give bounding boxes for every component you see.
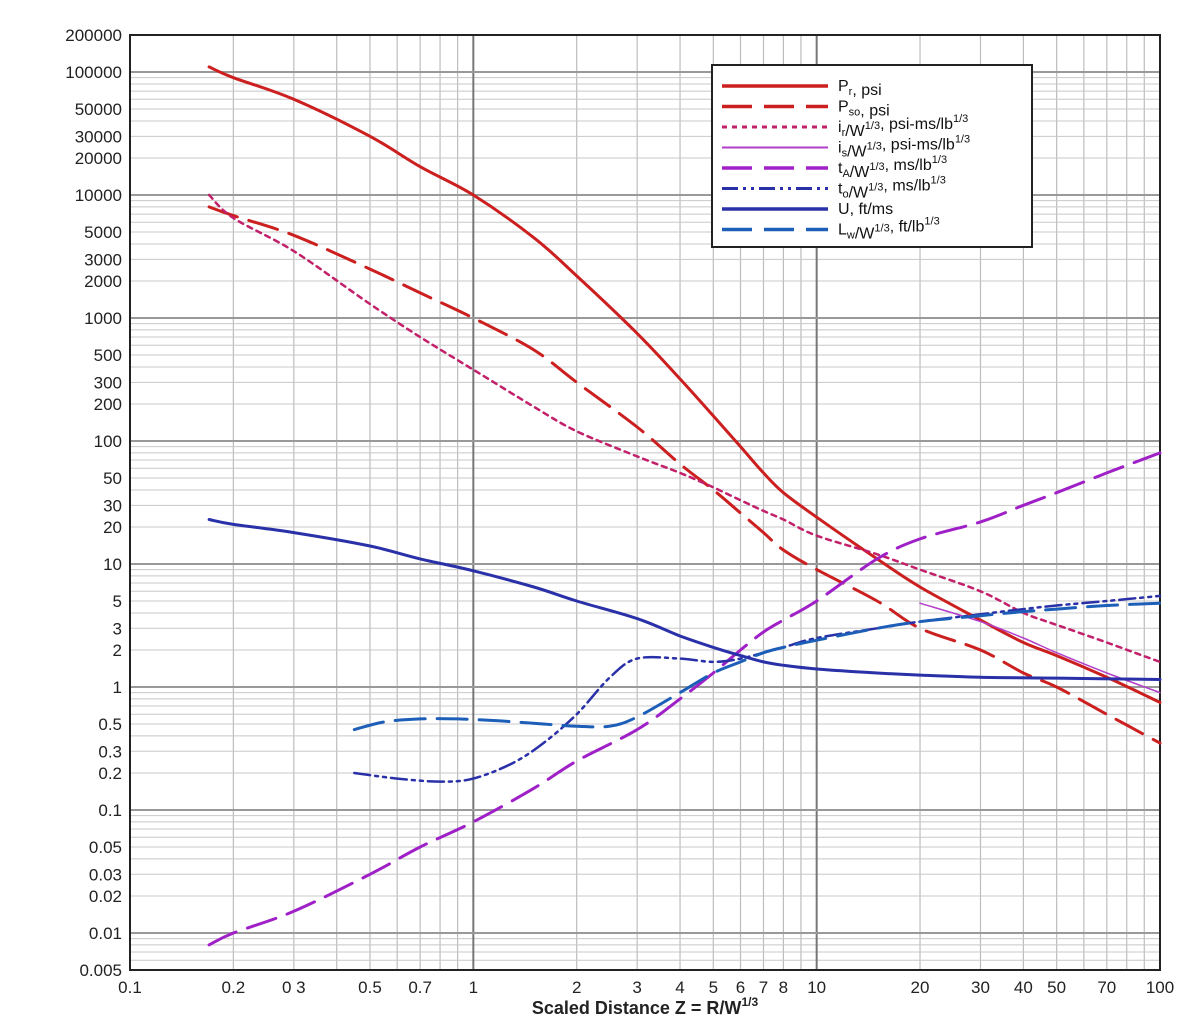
legend-label-to: to/W1/3, ms/lb1/3 xyxy=(838,175,946,202)
plot-frame xyxy=(129,34,1161,971)
legend-label-pr: Pr, psi xyxy=(838,78,882,99)
y-tick-label: 30 xyxy=(103,496,122,515)
x-tick-label: 0 3 xyxy=(282,978,306,997)
legend-label-is: is/W1/3, psi-ms/lb1/3 xyxy=(838,134,970,161)
x-tick-label: 10 xyxy=(807,978,826,997)
series-line-is xyxy=(919,602,1161,694)
x-tick-label: 0.5 xyxy=(358,978,382,997)
x-tick-label: 30 xyxy=(971,978,990,997)
x-tick-label: 5 xyxy=(709,978,718,997)
x-axis-label: Scaled Distance Z = R/W1/3 xyxy=(532,995,759,1018)
legend-label-ir: ir/W1/3, psi-ms/lb1/3 xyxy=(838,113,968,140)
y-tick-label: 1 xyxy=(113,678,122,697)
y-tick-label: 0.3 xyxy=(98,742,122,761)
x-tick-label: 1 xyxy=(469,978,478,997)
y-tick-label: 0.05 xyxy=(89,838,122,857)
x-tick-label: 7 xyxy=(759,978,768,997)
y-tick-label: 20000 xyxy=(75,149,122,168)
series-line-ir xyxy=(207,193,1162,664)
y-tick-label: 20 xyxy=(103,518,122,537)
y-tick-label: 2000 xyxy=(84,272,122,291)
x-axis-ticks: 0.1 0.2 0 3 0.5 0.7 1 2 3 4 5 6 7 8 10 20 30 40 50 70 100 xyxy=(118,978,1174,997)
series-line-pr xyxy=(207,65,1162,704)
y-tick-label: 50000 xyxy=(75,100,122,119)
y-tick-label: 200000 xyxy=(65,26,122,45)
series-line-lw xyxy=(352,601,1162,732)
y-tick-label: 0.005 xyxy=(79,961,122,980)
x-tick-label: 0.7 xyxy=(408,978,432,997)
y-tick-label: 0.03 xyxy=(89,865,122,884)
x-tick-label: 40 xyxy=(1014,978,1033,997)
y-tick-label: 0.1 xyxy=(98,801,122,820)
legend-label-u: U, ft/ms xyxy=(838,201,893,218)
x-tick-label: 3 xyxy=(632,978,641,997)
y-tick-label: 0.01 xyxy=(89,924,122,943)
y-tick-label: 200 xyxy=(94,395,122,414)
y-tick-label: 10000 xyxy=(75,186,122,205)
series-line-ta xyxy=(207,451,1162,947)
x-tick-label: 6 xyxy=(736,978,745,997)
x-tick-label: 2 xyxy=(572,978,581,997)
y-tick-label: 100000 xyxy=(65,63,122,82)
y-tick-label: 10 xyxy=(103,555,122,574)
y-tick-label: 0.5 xyxy=(98,715,122,734)
y-tick-label: 2 xyxy=(113,641,122,660)
y-tick-label: 30000 xyxy=(75,127,122,146)
y-tick-label: 100 xyxy=(94,432,122,451)
y-tick-label: 1000 xyxy=(84,309,122,328)
y-tick-label: 300 xyxy=(94,373,122,392)
y-tick-label: 50 xyxy=(103,469,122,488)
y-tick-label: 0.2 xyxy=(98,764,122,783)
x-axis-label-sup: 1/3 xyxy=(741,995,758,1009)
x-tick-label: 50 xyxy=(1047,978,1066,997)
y-tick-label: 3 xyxy=(113,619,122,638)
legend-label-lw: Lw/W1/3, ft/lb1/3 xyxy=(838,216,940,243)
y-tick-label: 5000 xyxy=(84,223,122,242)
x-tick-label: 20 xyxy=(911,978,930,997)
y-tick-label: 0.02 xyxy=(89,887,122,906)
series-line-pso xyxy=(207,205,1162,745)
x-axis-label-main: Scaled Distance Z = R/W xyxy=(532,998,742,1018)
x-tick-label: 100 xyxy=(1146,978,1174,997)
legend-label-ta: tA/W1/3, ms/lb1/3 xyxy=(838,154,947,181)
series-layer xyxy=(207,65,1162,947)
x-tick-label: 8 xyxy=(779,978,788,997)
x-tick-label: 4 xyxy=(675,978,684,997)
y-tick-label: 5 xyxy=(113,592,122,611)
series-line-u xyxy=(207,518,1162,681)
x-tick-label: 0.1 xyxy=(118,978,142,997)
x-tick-label: 0.2 xyxy=(222,978,246,997)
legend-label-pso: Pso, psi xyxy=(838,99,890,120)
y-tick-label: 3000 xyxy=(84,250,122,269)
legend-box xyxy=(711,64,1033,248)
y-axis-ticks: 2000001000005000030000200001000050003000… xyxy=(65,26,122,980)
y-tick-label: 500 xyxy=(94,346,122,365)
x-tick-label: 70 xyxy=(1097,978,1116,997)
series-line-to xyxy=(353,594,1162,783)
